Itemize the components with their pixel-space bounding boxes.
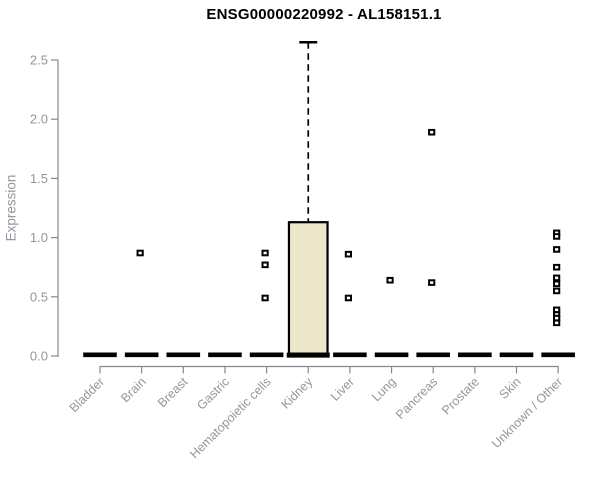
outlier-point <box>386 276 394 284</box>
x-category-label: Breast <box>155 374 191 410</box>
outlier-point <box>553 246 561 253</box>
y-tick-label: 1.5 <box>30 171 48 186</box>
outlier-point <box>553 263 561 271</box>
outlier-point <box>553 280 561 288</box>
x-category-label: Skin <box>497 375 524 402</box>
outlier-point <box>136 249 144 257</box>
x-category-label: Unknown / Other <box>489 375 565 451</box>
x-category-label: Kidney <box>278 374 315 411</box>
outlier-point <box>553 319 561 327</box>
outlier-point <box>261 261 269 269</box>
outlier-point <box>261 249 269 257</box>
outlier-point <box>553 287 561 295</box>
x-category-label: Lung <box>369 375 399 405</box>
x-category-label: Brain <box>118 375 149 406</box>
outlier-point <box>553 233 561 240</box>
y-tick-label: 0.5 <box>30 289 48 304</box>
x-category-label: Hematopoietic cells <box>187 375 274 462</box>
outlier-point <box>344 294 352 302</box>
x-category-label: Prostate <box>439 375 482 418</box>
outlier-point <box>428 128 436 136</box>
x-category-label: Liver <box>328 375 357 404</box>
y-tick-label: 1.0 <box>30 230 48 245</box>
outlier-point <box>344 250 352 258</box>
box-kidney <box>287 221 329 355</box>
y-tick-label: 2.0 <box>30 112 48 127</box>
outlier-point <box>261 294 269 302</box>
x-category-label: Pancreas <box>393 375 440 422</box>
outlier-point <box>428 279 436 286</box>
y-tick-label: 0.0 <box>30 349 48 364</box>
outlier-point <box>553 274 561 282</box>
x-category-label: Bladder <box>67 375 107 415</box>
y-tick-label: 2.5 <box>30 53 48 68</box>
chart-title: ENSG00000220992 - AL158151.1 <box>206 6 442 23</box>
x-category-label: Gastric <box>194 375 232 413</box>
